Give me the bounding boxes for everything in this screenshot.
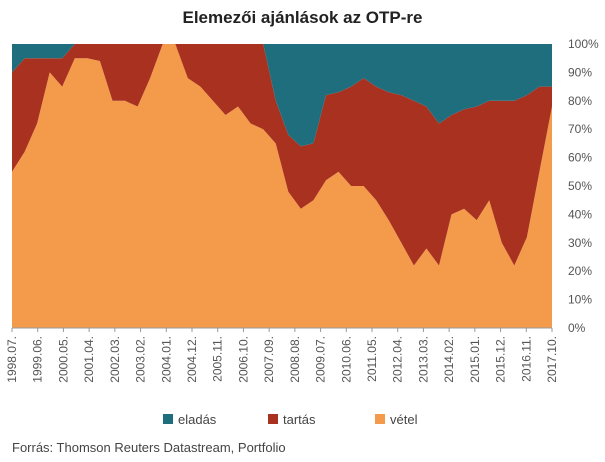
chart-title: Elemezői ajánlások az OTP-re [182,8,423,27]
x-tick-label: 2008.08. [288,336,302,383]
x-tick-label: 2001.04. [82,336,96,383]
legend-label-tartas: tartás [283,412,316,427]
x-tick-label: 2016.11. [519,336,533,382]
y-tick-label: 70% [568,122,592,136]
y-tick-label: 100% [568,37,599,51]
y-tick-label: 90% [568,65,592,79]
legend-swatch-eladas [163,414,173,424]
x-tick-label: 2011.05. [365,336,379,382]
y-tick-label: 20% [568,264,592,278]
x-tick-label: 2015.12. [494,336,508,383]
y-tick-label: 60% [568,151,592,165]
legend-label-vetel: vétel [390,412,418,427]
y-tick-label: 80% [568,94,592,108]
x-tick-label: 2005.11. [211,336,225,382]
legend-swatch-vetel [375,414,385,424]
x-tick-label: 2000.05. [56,336,70,383]
y-tick-label: 10% [568,293,592,307]
y-tick-label: 40% [568,207,592,221]
chart-source: Forrás: Thomson Reuters Datastream, Port… [12,440,286,455]
y-tick-label: 0% [568,321,586,335]
x-tick-label: 2010.06. [339,336,353,383]
legend-swatch-tartas [268,414,278,424]
x-tick-label: 2013.03. [416,336,430,383]
x-tick-label: 2004.12. [185,336,199,383]
y-tick-label: 30% [568,236,592,250]
area-series-eladas [12,44,552,147]
x-tick-label: 2002.03. [108,336,122,383]
x-tick-label: 2017.10. [545,336,559,383]
area-series-tartas [12,44,552,266]
x-tick-label: 2004.01. [159,336,173,383]
area-series-vetel [12,44,552,328]
x-tick-label: 2012.04. [391,336,405,383]
y-tick-label: 50% [568,179,592,193]
x-tick-label: 1999.06. [31,336,45,383]
x-tick-label: 1998.07. [5,336,19,383]
x-tick-label: 2007.09. [262,336,276,383]
x-tick-label: 2015.01. [468,336,482,383]
x-tick-label: 2014.02. [442,336,456,383]
x-tick-label: 2006.10. [236,336,250,383]
legend-label-eladas: eladás [178,412,217,427]
x-tick-label: 2003.02. [134,336,148,383]
x-tick-label: 2009.07. [314,336,328,383]
